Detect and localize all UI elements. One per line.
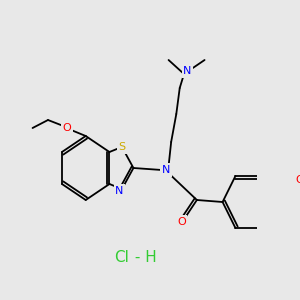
Text: S: S xyxy=(118,142,125,152)
Text: - H: - H xyxy=(130,250,157,266)
Text: N: N xyxy=(115,186,124,196)
Text: N: N xyxy=(162,165,170,175)
Text: O: O xyxy=(295,175,300,185)
Text: N: N xyxy=(183,66,192,76)
Text: Cl: Cl xyxy=(114,250,128,266)
Text: O: O xyxy=(177,217,186,227)
Text: O: O xyxy=(62,123,71,133)
